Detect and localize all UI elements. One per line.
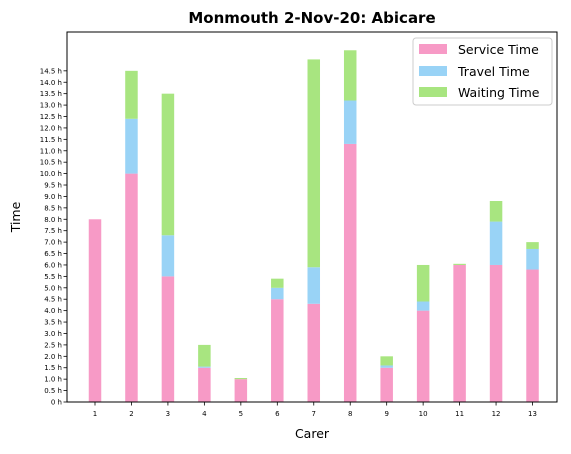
bar-service-time-carer-1 bbox=[88, 219, 102, 402]
bar-waiting-time-carer-2 bbox=[125, 70, 138, 119]
bar-service-time-carer-10 bbox=[416, 310, 430, 402]
bar-waiting-time-carer-5 bbox=[234, 378, 248, 380]
bar-service-time-carer-6 bbox=[271, 299, 284, 402]
y-tick-label: 13.0 h bbox=[40, 102, 62, 110]
y-axis-label: Time bbox=[8, 201, 23, 233]
y-tick-label: 1.0 h bbox=[44, 376, 62, 384]
y-tick-label: 0.5 h bbox=[44, 387, 62, 395]
bar-waiting-time-carer-6 bbox=[271, 278, 284, 288]
x-axis: 1 2 3 4 5 6 7 8 9 10 11 12 13 bbox=[93, 402, 537, 418]
legend-swatch-travel bbox=[419, 66, 447, 76]
x-tick-label: 13 bbox=[528, 410, 537, 418]
plot-frame bbox=[66, 31, 558, 403]
y-tick-label: 4.0 h bbox=[44, 307, 62, 315]
bar-service-time-carer-2 bbox=[125, 173, 138, 402]
x-tick-label: 12 bbox=[492, 410, 501, 418]
bar-travel-time-carer-12 bbox=[489, 221, 503, 265]
y-tick-label: 13.5 h bbox=[40, 90, 62, 98]
legend: Service Time Travel Time Waiting Time bbox=[412, 37, 553, 106]
bar-service-time-carer-5 bbox=[234, 379, 248, 402]
y-tick-label: 6.0 h bbox=[44, 261, 62, 269]
bar-service-time-carer-13 bbox=[526, 269, 539, 402]
bar-travel-time-carer-6 bbox=[271, 287, 284, 300]
bar-service-time-carer-11 bbox=[453, 264, 466, 402]
bar-service-time-carer-8 bbox=[343, 143, 357, 402]
bar-service-time-carer-7 bbox=[307, 303, 321, 402]
bar-service-time-carer-3 bbox=[161, 276, 175, 402]
y-tick-label: 11.5 h bbox=[40, 136, 62, 144]
bar-travel-time-carer-8 bbox=[343, 100, 357, 144]
x-tick-label: 11 bbox=[455, 410, 464, 418]
x-tick-label: 3 bbox=[166, 410, 170, 418]
bar-travel-time-carer-3 bbox=[161, 235, 175, 277]
x-tick-label: 2 bbox=[129, 410, 133, 418]
y-tick-label: 4.5 h bbox=[44, 296, 62, 304]
y-tick-label: 8.0 h bbox=[44, 216, 62, 224]
y-tick-label: 2.5 h bbox=[44, 341, 62, 349]
legend-frame bbox=[412, 37, 553, 106]
y-tick-label: 6.5 h bbox=[44, 250, 62, 258]
bar-travel-time-carer-2 bbox=[125, 118, 138, 174]
bar-waiting-time-carer-7 bbox=[307, 59, 321, 268]
x-tick-label: 4 bbox=[202, 410, 207, 418]
x-axis-label: Carer bbox=[295, 426, 330, 441]
y-tick-label: 0 h bbox=[51, 399, 62, 407]
x-tick-label: 10 bbox=[419, 410, 428, 418]
y-tick-label: 10.0 h bbox=[40, 170, 62, 178]
bar-service-time-carer-9 bbox=[380, 367, 393, 402]
y-tick-label: 10.5 h bbox=[40, 159, 62, 167]
y-tick-label: 11.0 h bbox=[40, 147, 62, 155]
y-tick-label: 3.0 h bbox=[44, 330, 62, 338]
y-tick-label: 9.0 h bbox=[44, 193, 62, 201]
y-tick-label: 7.0 h bbox=[44, 239, 62, 247]
bar-waiting-time-carer-11 bbox=[453, 263, 466, 265]
y-tick-label: 12.0 h bbox=[40, 124, 62, 132]
x-tick-label: 5 bbox=[239, 410, 243, 418]
bar-waiting-time-carer-12 bbox=[489, 201, 503, 222]
y-axis: 0 h 0.5 h 1.0 h 1.5 h 2.0 h 2.5 h 3.0 h 3.5 h 4.… bbox=[40, 67, 67, 407]
bar-travel-time-carer-10 bbox=[416, 301, 430, 311]
bar-waiting-time-carer-10 bbox=[416, 264, 430, 302]
y-tick-label: 7.5 h bbox=[44, 227, 62, 235]
legend-label-waiting: Waiting Time bbox=[458, 85, 540, 100]
bar-waiting-time-carer-3 bbox=[161, 93, 175, 236]
x-tick-label: 7 bbox=[312, 410, 316, 418]
y-tick-label: 14.5 h bbox=[40, 67, 62, 75]
bar-waiting-time-carer-8 bbox=[343, 50, 357, 101]
legend-swatch-waiting bbox=[419, 87, 447, 97]
y-tick-label: 1.5 h bbox=[44, 364, 62, 372]
y-tick-label: 5.0 h bbox=[44, 284, 62, 292]
y-tick-label: 9.5 h bbox=[44, 182, 62, 190]
bar-waiting-time-carer-4 bbox=[198, 344, 211, 367]
legend-label-travel: Travel Time bbox=[457, 64, 530, 79]
y-tick-label: 12.5 h bbox=[40, 113, 62, 121]
x-tick-label: 9 bbox=[384, 410, 388, 418]
bar-travel-time-carer-4 bbox=[198, 366, 211, 368]
legend-label-service: Service Time bbox=[458, 42, 539, 57]
legend-swatch-service bbox=[419, 44, 447, 54]
y-tick-label: 8.5 h bbox=[44, 204, 62, 212]
bars-layer bbox=[88, 50, 539, 402]
chart-title: Monmouth 2-Nov-20: Abicare bbox=[188, 9, 435, 27]
y-tick-label: 5.5 h bbox=[44, 273, 62, 281]
y-tick-label: 14.0 h bbox=[40, 79, 62, 87]
x-tick-label: 6 bbox=[275, 410, 280, 418]
y-tick-label: 2.0 h bbox=[44, 353, 62, 361]
bar-waiting-time-carer-9 bbox=[380, 356, 393, 366]
bar-travel-time-carer-9 bbox=[380, 365, 393, 368]
bar-service-time-carer-4 bbox=[198, 367, 211, 402]
bar-travel-time-carer-7 bbox=[307, 267, 321, 304]
bar-waiting-time-carer-13 bbox=[526, 242, 539, 249]
bar-service-time-carer-12 bbox=[489, 264, 503, 402]
bar-travel-time-carer-13 bbox=[526, 248, 539, 270]
y-tick-label: 3.5 h bbox=[44, 319, 62, 327]
x-tick-label: 8 bbox=[348, 410, 352, 418]
x-tick-label: 1 bbox=[93, 410, 97, 418]
